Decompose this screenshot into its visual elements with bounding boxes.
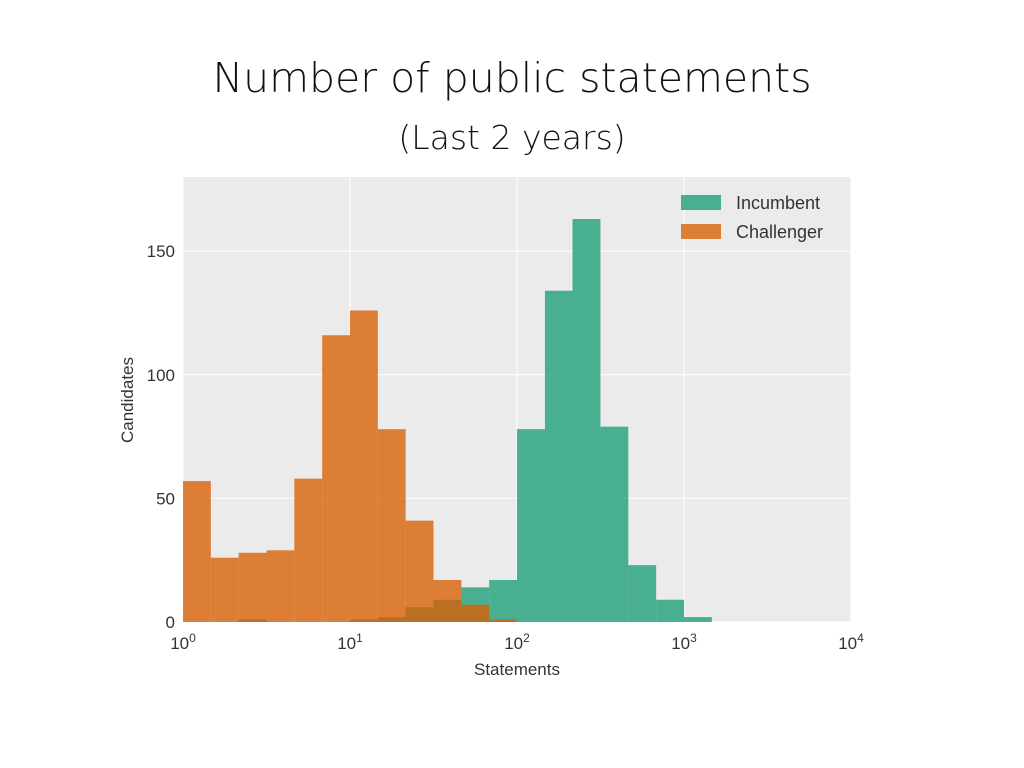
challenger-bar-3 (266, 550, 295, 622)
incumbent-bar-12 (656, 599, 684, 622)
legend-label-challenger: Challenger (736, 222, 823, 242)
challenger-bar-0 (183, 481, 211, 622)
x-tick-label-4: 104 (838, 631, 864, 653)
y-tick-label-3: 150 (147, 242, 175, 261)
y-tick-label-1: 50 (156, 489, 175, 508)
incumbent-bar-13 (684, 617, 712, 622)
incumbent-bar-10 (600, 426, 629, 622)
x-tick-label-0: 100 (170, 631, 196, 653)
legend-swatch-incumbent (681, 195, 721, 210)
y-axis-label: Candidates (118, 357, 137, 443)
legend: Incumbent Challenger (681, 193, 823, 242)
slide-title: Number of public statements (212, 54, 812, 102)
challenger-bar-1 (210, 557, 239, 622)
legend-swatch-challenger (681, 224, 721, 239)
x-tick-label-3: 103 (671, 631, 697, 653)
series-challenger (183, 310, 517, 622)
slide-subtitle: (Last 2 years) (398, 118, 626, 157)
x-tick-label-1: 101 (337, 631, 363, 653)
challenger-bar-7 (377, 429, 406, 622)
challenger-bar-6 (350, 310, 378, 622)
incumbent-bar-7 (517, 429, 545, 622)
incumbent-bar-11 (628, 565, 657, 622)
incumbent-bar-6 (489, 579, 517, 622)
challenger-bar-4 (294, 478, 323, 622)
challenger-bar-2 (238, 552, 267, 622)
challenger-bar-5 (322, 335, 350, 622)
y-tick-label-2: 100 (147, 366, 175, 385)
bars-layer (183, 219, 712, 622)
challenger-bar-8 (405, 520, 434, 622)
challenger-bar-10 (461, 604, 490, 622)
challenger-bar-11 (489, 619, 517, 622)
tick-labels: 100 101 102 103 104 0 50 100 150 (147, 242, 864, 653)
grid-lines (182, 177, 852, 623)
y-tick-label-0: 0 (166, 613, 175, 632)
x-axis-label: Statements (474, 660, 560, 679)
legend-label-incumbent: Incumbent (736, 193, 820, 213)
incumbent-bar-8 (544, 290, 573, 622)
x-tick-label-2: 102 (504, 631, 530, 653)
incumbent-bar-9 (572, 219, 601, 622)
challenger-bar-9 (433, 579, 462, 622)
